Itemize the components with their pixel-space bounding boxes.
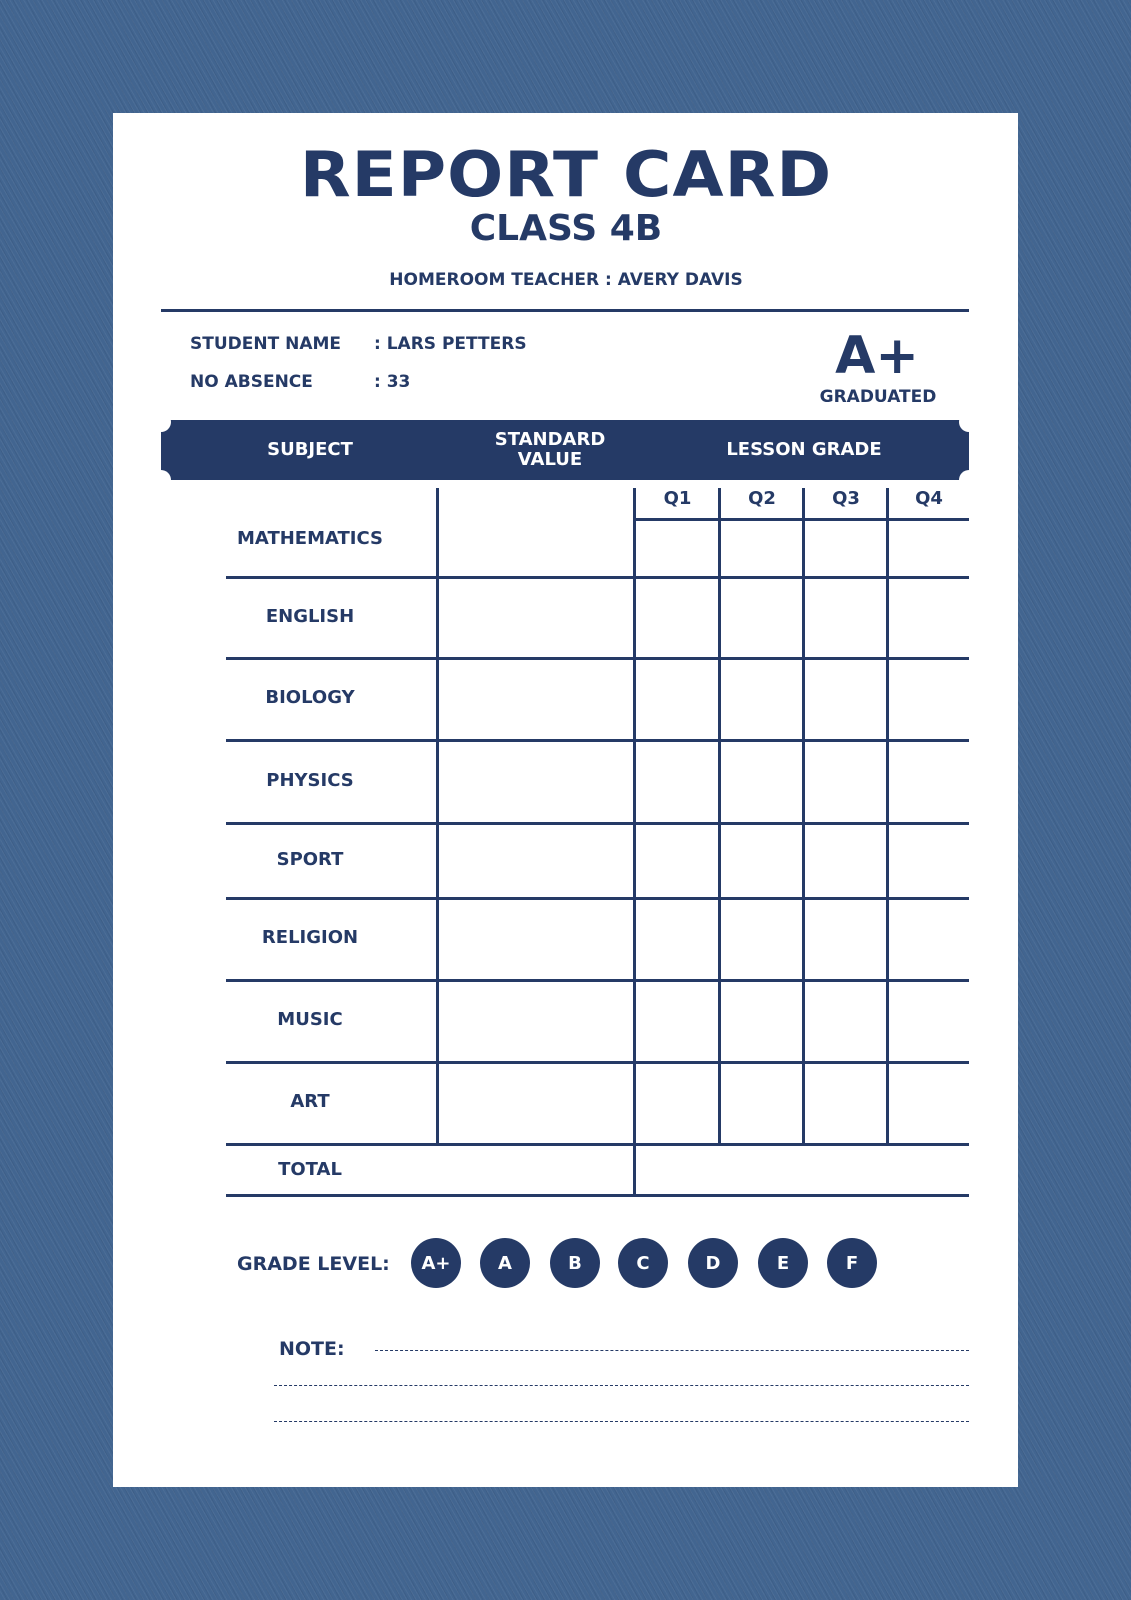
grade-cell-q1[interactable]	[634, 519, 719, 577]
grade-circle-a: A	[480, 1238, 530, 1288]
page-title: REPORT CARD	[299, 137, 833, 212]
grade-cell-q1[interactable]	[634, 577, 719, 658]
row-divider	[226, 897, 969, 900]
row-divider	[226, 979, 969, 982]
grade-cell-q3[interactable]	[803, 980, 887, 1062]
grade-cell-q2[interactable]	[719, 658, 803, 740]
grade-circle-e: E	[758, 1238, 808, 1288]
grade-cell-q1[interactable]	[634, 740, 719, 823]
standard-value-cell[interactable]	[437, 898, 634, 980]
grade-cell-q2[interactable]	[719, 577, 803, 658]
grade-cell-q2[interactable]	[719, 980, 803, 1062]
grade-cell-q2[interactable]	[719, 740, 803, 823]
grade-cell-q2[interactable]	[719, 1062, 803, 1144]
grade-cell-q3[interactable]	[803, 898, 887, 980]
standard-value-cell[interactable]	[437, 658, 634, 740]
grade-cell-q4[interactable]	[887, 1062, 969, 1144]
subject-sport: SPORT	[276, 848, 344, 870]
grade-cell-q1[interactable]	[634, 898, 719, 980]
total-value-cell[interactable]	[634, 1144, 969, 1194]
row-divider	[226, 576, 969, 579]
grade-cell-q4[interactable]	[887, 519, 969, 577]
grade-cell-q4[interactable]	[887, 823, 969, 898]
subject-music: MUSIC	[277, 1009, 343, 1030]
column-divider	[718, 488, 721, 1144]
grade-cell-q4[interactable]	[887, 740, 969, 823]
grade-cell-q3[interactable]	[803, 658, 887, 740]
homeroom-teacher: HOMEROOM TEACHER : AVERY DAVIS	[389, 270, 743, 290]
grade-cell-q3[interactable]	[803, 577, 887, 658]
standard-value-cell[interactable]	[437, 1062, 634, 1144]
grade-circle-c: C	[618, 1238, 668, 1288]
standard-value-cell[interactable]	[437, 980, 634, 1062]
subject-english: ENGLISH	[265, 605, 355, 627]
grade-cell-q2[interactable]	[719, 898, 803, 980]
note-line[interactable]	[375, 1350, 969, 1351]
subject-mathematics: MATHEMATICS	[236, 528, 384, 549]
final-grade: A+	[835, 326, 919, 386]
grade-cell-q2[interactable]	[719, 823, 803, 898]
grade-circle-b: B	[550, 1238, 600, 1288]
table-header-band	[151, 412, 979, 490]
grade-cell-q2[interactable]	[719, 519, 803, 577]
grade-cell-q4[interactable]	[887, 658, 969, 740]
grade-cell-q3[interactable]	[803, 823, 887, 898]
note-line[interactable]	[274, 1421, 969, 1422]
student-name-value: : LARS PETTERS	[374, 334, 527, 354]
quarter-header-q4: Q4	[915, 488, 943, 509]
column-divider	[886, 488, 889, 1144]
note-label: NOTE:	[279, 1338, 345, 1360]
row-divider	[226, 822, 969, 825]
grade-status: GRADUATED	[819, 387, 937, 407]
class-name: CLASS 4B	[469, 208, 663, 249]
grade-cell-q1[interactable]	[634, 658, 719, 740]
column-divider	[436, 488, 439, 1144]
note-line[interactable]	[274, 1385, 969, 1386]
row-divider	[226, 1143, 969, 1146]
header-lesson-grade: LESSON GRADE	[726, 439, 882, 460]
row-divider	[226, 1194, 969, 1197]
subject-biology: BIOLOGY	[265, 687, 355, 708]
subject-religion: RELIGION	[261, 927, 359, 948]
standard-value-cell[interactable]	[437, 823, 634, 898]
standard-value-cell[interactable]	[437, 577, 634, 658]
column-divider	[802, 488, 805, 1144]
divider	[634, 518, 969, 521]
column-divider	[633, 488, 636, 1144]
quarter-header-q3: Q3	[832, 488, 860, 509]
grade-cell-q3[interactable]	[803, 519, 887, 577]
grade-cell-q4[interactable]	[887, 577, 969, 658]
total-label: TOTAL	[278, 1159, 342, 1180]
quarter-header-q1: Q1	[663, 488, 692, 509]
row-divider	[226, 1061, 969, 1064]
divider	[161, 309, 969, 312]
grade-cell-q4[interactable]	[887, 898, 969, 980]
grade-cell-q3[interactable]	[803, 1062, 887, 1144]
grade-cell-q1[interactable]	[634, 980, 719, 1062]
row-divider	[226, 657, 969, 660]
student-name-label: STUDENT NAME	[190, 334, 342, 354]
grade-circle-d: D	[688, 1238, 738, 1288]
grade-cell-q3[interactable]	[803, 740, 887, 823]
column-divider	[633, 1144, 636, 1194]
grade-cell-q4[interactable]	[887, 980, 969, 1062]
subject-physics: PHYSICS	[266, 769, 354, 791]
grade-level-label: GRADE LEVEL:	[237, 1253, 390, 1275]
row-divider	[226, 739, 969, 742]
grade-cell-q1[interactable]	[634, 1062, 719, 1144]
absence-value: : 33	[374, 372, 411, 392]
header-standard-value: STANDARD VALUE	[494, 429, 606, 470]
grade-circle-f: F	[827, 1238, 877, 1288]
grade-cell-q1[interactable]	[634, 823, 719, 898]
subject-art: ART	[290, 1091, 330, 1112]
grade-circle-a-plus: A+	[411, 1238, 461, 1288]
absence-label: NO ABSENCE	[190, 372, 313, 392]
header-subject: SUBJECT	[267, 439, 353, 460]
standard-value-cell[interactable]	[437, 488, 634, 577]
quarter-header-q2: Q2	[748, 488, 776, 509]
standard-value-cell[interactable]	[437, 740, 634, 823]
